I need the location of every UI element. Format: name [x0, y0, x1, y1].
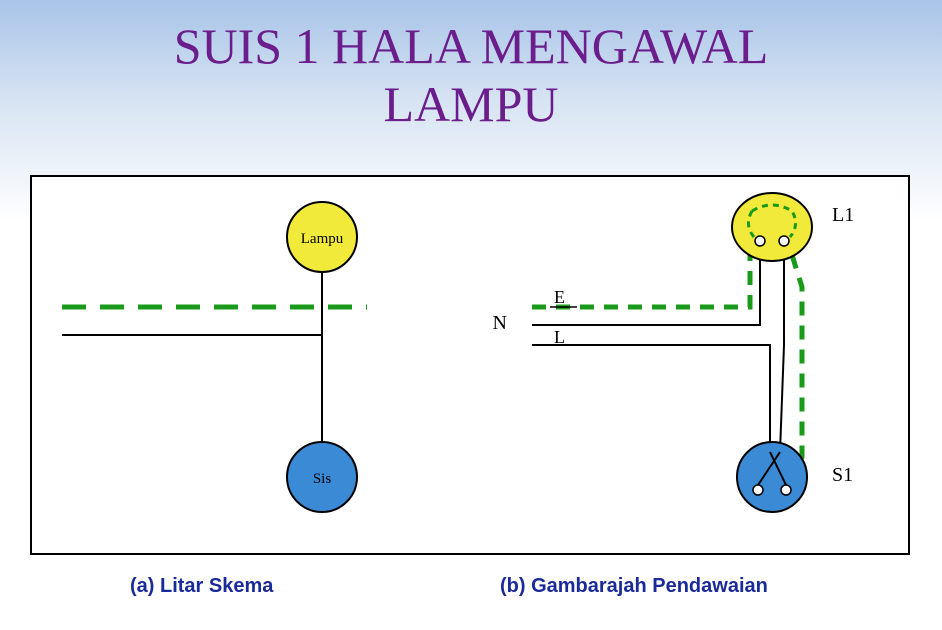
caption-a: (a) Litar Skema [130, 575, 273, 598]
right-switch-label: S1 [832, 464, 853, 486]
title-line-1: SUIS 1 HALA MENGAWAL [174, 18, 769, 74]
right-switch-terminal-2 [781, 485, 791, 495]
right-green-down [790, 255, 802, 467]
right-return-wire [780, 255, 784, 452]
right-lamp-label: L1 [832, 204, 854, 226]
right-lamp-terminal-2 [779, 236, 789, 246]
right-switch-terminal-1 [753, 485, 763, 495]
title-line-2: LAMPU [383, 76, 558, 132]
page-title: SUIS 1 HALA MENGAWAL LAMPU [0, 0, 942, 133]
right-neutral-wire [532, 255, 760, 325]
label-e: E [554, 287, 565, 307]
label-l: L [554, 327, 565, 347]
left-switch-label: Sis [313, 471, 332, 487]
left-lamp-label: Lampu [301, 231, 344, 247]
caption-b: (b) Gambarajah Pendawaian [500, 575, 768, 598]
diagram-container: Lampu Sis L1 S1 N E L [30, 175, 910, 555]
right-switch-icon [737, 442, 807, 512]
diagram-svg: Lampu Sis L1 S1 N E L [32, 177, 912, 557]
right-lamp-terminal-1 [755, 236, 765, 246]
label-n: N [493, 312, 507, 334]
right-live-wire-down [532, 345, 770, 452]
right-lamp-icon [732, 193, 812, 261]
